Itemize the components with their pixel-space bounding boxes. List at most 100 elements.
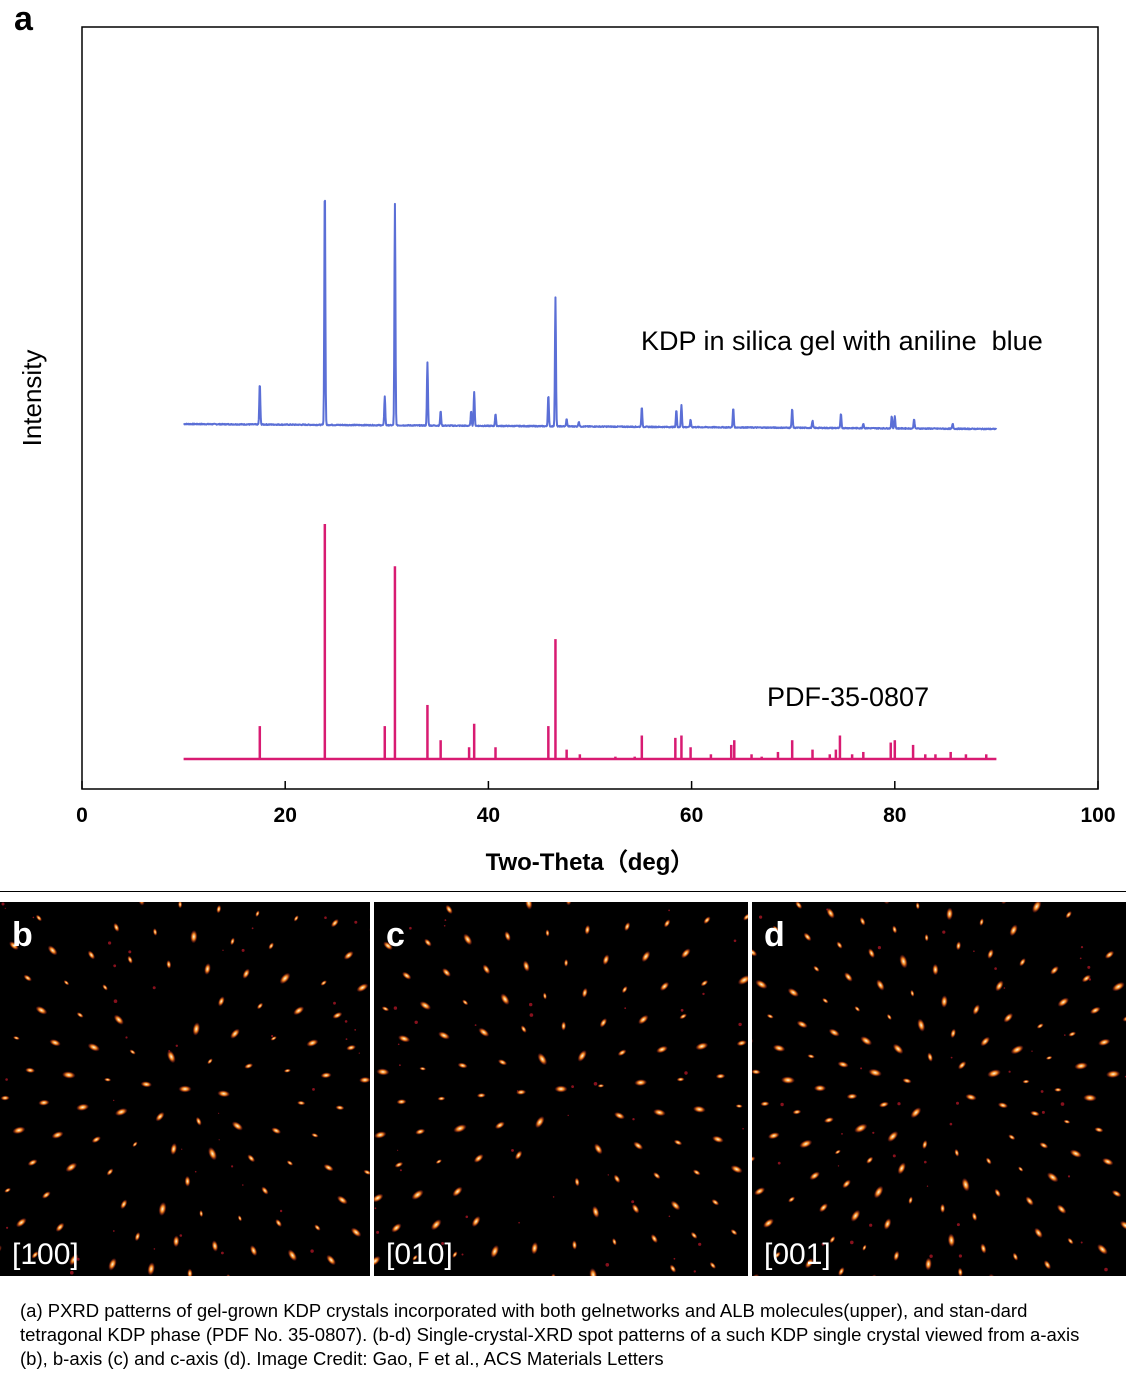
diffraction-spot	[23, 974, 32, 982]
diffraction-spot	[917, 1018, 926, 1032]
diffraction-spot	[711, 1199, 720, 1206]
background-speckle	[461, 1253, 464, 1256]
series-label-lower: PDF-35-0807	[767, 682, 929, 712]
diffraction-spot	[584, 924, 591, 935]
diffraction-spot	[563, 959, 569, 967]
background-speckle	[777, 1161, 781, 1165]
diffraction-spot	[754, 1187, 766, 1196]
background-speckle	[1088, 978, 1092, 981]
diffraction-spot	[899, 954, 908, 969]
background-speckle	[218, 1112, 220, 1114]
diffraction-spot	[597, 1083, 605, 1088]
background-speckle	[684, 1071, 688, 1075]
diffraction-spot	[442, 968, 451, 977]
diffraction-spot	[522, 960, 530, 972]
diffraction-spot	[1050, 965, 1059, 975]
diffraction-spot	[237, 1215, 242, 1222]
diffraction-spot	[516, 1089, 527, 1095]
diffraction-spot	[514, 1150, 523, 1160]
diffraction-spot	[581, 987, 588, 998]
diffraction-spot	[537, 1052, 548, 1066]
diffraction-spot	[602, 954, 610, 966]
diffraction-spot	[997, 1102, 1008, 1109]
diffraction-spot	[994, 1188, 1001, 1198]
diffraction-spot	[415, 1128, 426, 1135]
background-speckle	[956, 1101, 959, 1105]
diffraction-spot	[4, 1187, 11, 1193]
diffraction-spot	[374, 1131, 387, 1139]
diffraction-spot	[199, 1210, 204, 1218]
diffraction-spot	[350, 1227, 362, 1238]
diffraction-spot	[670, 1200, 681, 1211]
background-speckle	[218, 1139, 220, 1141]
diffraction-spot	[27, 1159, 38, 1167]
diffraction-spot	[31, 1251, 39, 1259]
background-speckle	[624, 1007, 627, 1010]
background-speckle	[376, 1230, 380, 1234]
diffraction-spot	[383, 941, 393, 951]
spot-pattern-c	[374, 902, 748, 1276]
diffraction-spot	[915, 902, 920, 910]
background-speckle	[1041, 1110, 1045, 1114]
background-speckle	[76, 1257, 80, 1261]
diffraction-spot	[638, 1014, 649, 1025]
diffraction-spot	[256, 1002, 264, 1010]
diffraction-spot	[363, 1169, 370, 1175]
diffraction-spot	[525, 902, 533, 910]
diffraction-spot	[772, 1044, 786, 1052]
diffraction-spot	[924, 1257, 932, 1271]
diffraction-spot	[940, 995, 948, 1008]
diffraction-spot	[396, 1099, 407, 1105]
diffraction-spot	[767, 1132, 780, 1140]
background-speckle	[956, 1223, 960, 1227]
diffraction-spot	[988, 1273, 997, 1276]
diffraction-spot	[908, 1196, 913, 1205]
diffraction-spot	[1111, 1189, 1122, 1198]
diffraction-spot	[452, 1251, 458, 1258]
diffraction-spot	[217, 996, 225, 1007]
diffraction-spot	[217, 1090, 231, 1098]
background-speckle	[850, 1240, 854, 1245]
background-speckle	[312, 1088, 315, 1091]
diffraction-spot	[961, 1177, 970, 1192]
diffraction-spot	[663, 919, 671, 928]
background-speckle	[1067, 1175, 1071, 1178]
background-speckle	[1040, 1090, 1044, 1093]
background-speckle	[108, 941, 112, 945]
background-speckle	[152, 986, 156, 990]
diffraction-spot	[736, 1040, 747, 1047]
diffraction-spot	[571, 1240, 578, 1250]
diffraction-spot	[346, 1044, 356, 1051]
diffraction-spot	[922, 1140, 928, 1150]
diffraction-spot	[91, 1136, 101, 1144]
diffraction-spot	[565, 902, 572, 906]
diffraction-spot	[1083, 1094, 1097, 1102]
diffraction-spot	[535, 1116, 545, 1129]
diffraction-spot	[158, 1201, 167, 1217]
background-speckle	[1064, 1034, 1066, 1036]
background-speckle	[529, 1002, 533, 1007]
diffraction-spot	[12, 1126, 26, 1135]
diffraction-spot	[419, 1066, 427, 1071]
background-speckle	[354, 920, 358, 924]
diffraction-spot	[971, 1212, 978, 1222]
diffraction-spot	[207, 1058, 213, 1065]
diffraction-spot	[192, 1022, 201, 1036]
diffraction-spot	[172, 1235, 180, 1248]
diffraction-spot	[35, 914, 42, 922]
background-speckle	[1003, 987, 1006, 989]
diffraction-spot	[1104, 950, 1115, 959]
diffraction-spot	[482, 964, 491, 975]
background-speckle	[168, 1050, 171, 1052]
diffraction-spot	[980, 1243, 987, 1254]
background-speckle	[994, 967, 997, 970]
background-speckle	[397, 1043, 400, 1046]
diffraction-spot	[760, 1101, 770, 1107]
diffraction-spot	[589, 1267, 598, 1276]
background-speckle	[113, 1099, 115, 1102]
diffraction-spot	[799, 1139, 813, 1149]
diffraction-spot	[577, 1050, 587, 1062]
diffraction-spot	[287, 1249, 298, 1262]
diffraction-spot	[170, 1142, 178, 1156]
diffraction-spot	[574, 1177, 580, 1187]
